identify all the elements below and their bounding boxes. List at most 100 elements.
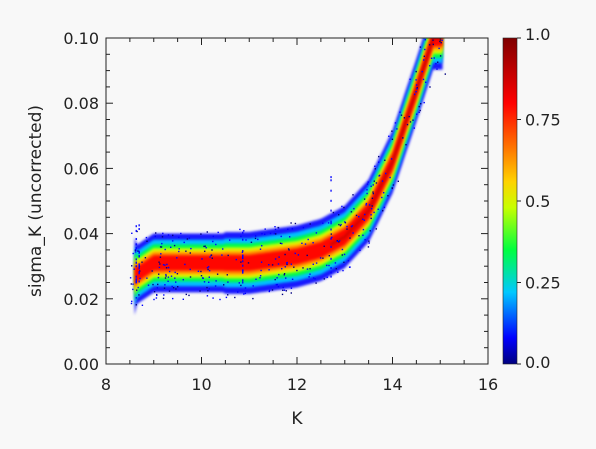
outlier-point	[167, 276, 170, 278]
outlier-point	[244, 292, 247, 295]
outlier-point	[370, 185, 372, 187]
outlier-point	[167, 280, 169, 282]
outlier-point	[296, 269, 298, 272]
outlier-point	[330, 271, 332, 274]
outlier-point	[243, 293, 245, 295]
y-tick-label: 0.08	[63, 94, 99, 113]
outlier-point	[385, 172, 387, 175]
outlier-point	[273, 232, 276, 235]
y-tick-label: 0.02	[63, 290, 99, 309]
outlier-point	[138, 250, 140, 253]
outlier-point	[370, 217, 372, 220]
outlier-point	[353, 208, 355, 210]
outlier-point	[350, 211, 353, 213]
outlier-point	[346, 228, 348, 230]
outlier-point	[210, 254, 213, 256]
outlier-point	[416, 113, 418, 115]
outlier-point	[278, 273, 280, 276]
outlier-point	[332, 211, 335, 214]
outlier-point	[362, 234, 364, 236]
outlier-point	[175, 281, 177, 283]
outlier-point	[242, 260, 244, 263]
colorbar	[502, 37, 518, 365]
outlier-point	[421, 70, 423, 73]
outlier-point	[162, 264, 165, 266]
outlier-point	[141, 304, 144, 306]
outlier-point	[158, 261, 160, 263]
outlier-point	[413, 93, 416, 96]
colorbar-tick-label: 0.75	[525, 111, 561, 130]
outlier-point	[366, 183, 369, 185]
outlier-point	[189, 276, 192, 278]
outlier-point	[419, 46, 422, 48]
outlier-point	[339, 224, 342, 227]
outlier-point	[338, 223, 340, 226]
outlier-point	[223, 284, 225, 286]
outlier-point	[282, 286, 284, 289]
outlier-point	[375, 182, 378, 184]
outlier-point	[309, 268, 311, 270]
outlier-point	[348, 266, 351, 268]
outlier-point	[330, 179, 332, 182]
outlier-point	[302, 226, 305, 229]
y-tick-label: 0.04	[63, 225, 99, 244]
outlier-point	[206, 267, 209, 269]
outlier-point	[172, 287, 175, 289]
outlier-point	[138, 264, 140, 267]
outlier-point	[276, 283, 278, 286]
outlier-point	[290, 287, 293, 289]
outlier-point	[240, 235, 242, 238]
outlier-point	[438, 47, 440, 50]
outlier-point	[389, 176, 391, 179]
outlier-point	[286, 261, 288, 264]
outlier-point	[363, 219, 365, 221]
outlier-point	[409, 121, 412, 123]
outlier-point	[208, 270, 211, 272]
outlier-point	[340, 223, 342, 226]
outlier-point	[219, 298, 221, 301]
outlier-point	[242, 281, 244, 284]
outlier-point	[286, 263, 288, 266]
outlier-point	[284, 266, 286, 268]
outlier-point	[164, 248, 166, 251]
outlier-point	[133, 268, 135, 270]
x-axis-ticks: 8 10 12 14 16	[101, 38, 498, 394]
outlier-point	[156, 287, 159, 289]
outlier-point	[283, 274, 285, 276]
outlier-point	[131, 265, 133, 267]
outlier-point	[135, 258, 137, 261]
outlier-point	[415, 84, 418, 86]
outlier-point	[330, 189, 332, 192]
outlier-point	[278, 256, 280, 258]
outlier-point	[374, 165, 376, 167]
outlier-point	[135, 304, 137, 306]
outlier-point	[315, 282, 317, 284]
outlier-point	[244, 287, 247, 289]
outlier-point	[146, 240, 148, 242]
outlier-point	[167, 266, 170, 269]
outlier-point	[362, 218, 364, 220]
outlier-point	[290, 292, 292, 294]
y-tick-label: 0.00	[63, 355, 99, 374]
outlier-point	[277, 263, 280, 265]
outlier-point	[215, 243, 217, 246]
outlier-point	[259, 277, 261, 279]
outlier-point	[158, 273, 160, 275]
outlier-point	[343, 253, 346, 256]
outlier-point	[268, 289, 271, 292]
outlier-point	[394, 122, 397, 124]
outlier-point	[328, 255, 330, 257]
outlier-point	[301, 242, 303, 244]
outlier-point	[416, 87, 418, 89]
outlier-point	[328, 264, 330, 267]
outlier-point	[135, 297, 137, 299]
outlier-point	[159, 256, 162, 258]
outlier-point	[155, 232, 157, 234]
outlier-point	[330, 237, 332, 240]
outlier-point	[304, 243, 307, 245]
outlier-point	[177, 286, 179, 288]
outlier-point	[297, 254, 300, 256]
outlier-point	[343, 206, 345, 209]
outlier-point	[434, 16, 435, 17]
outlier-point	[275, 284, 278, 286]
